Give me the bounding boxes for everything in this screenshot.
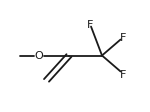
Text: F: F (120, 69, 126, 79)
Text: F: F (120, 33, 126, 43)
Text: F: F (87, 20, 93, 30)
Text: O: O (35, 51, 43, 61)
